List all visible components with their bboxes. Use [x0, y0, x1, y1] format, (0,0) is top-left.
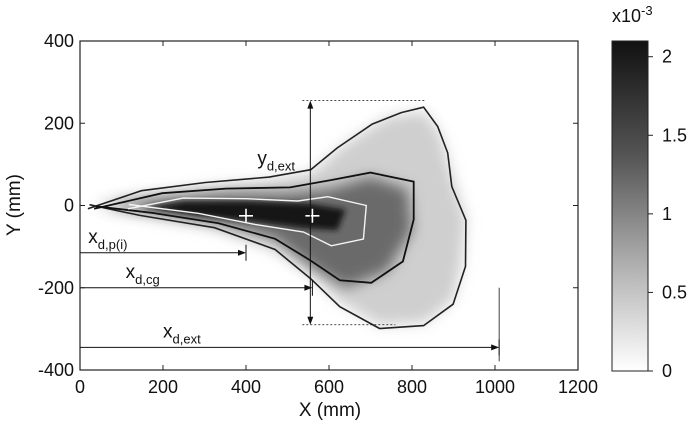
x-tick-label: 600: [314, 377, 344, 397]
colorbar-tick-label: 1: [662, 204, 672, 224]
y-axis-label: Y (mm): [4, 174, 25, 236]
y-tick-label: 400: [44, 31, 74, 51]
x-pi-label-subscript: d,p(i): [98, 237, 128, 252]
x-cg-arrowhead: [304, 284, 313, 291]
y-ext-label-base: y: [257, 148, 267, 169]
x-ext-label-base: x: [163, 321, 173, 342]
x-tick-label: 1000: [475, 377, 515, 397]
y-axis-ticks: 400 200 0 -200 -400: [38, 31, 578, 380]
colorbar-tick-label: 0: [662, 361, 672, 381]
colorbar-tick-label: 0.5: [662, 282, 687, 302]
colorbar-tick-label: 1.5: [662, 125, 687, 145]
x-pi-label: xd,p(i): [88, 227, 127, 252]
x-cg-label-subscript: d,cg: [135, 272, 160, 287]
x-ext-arrowhead: [491, 344, 500, 351]
y-ext-arrowhead-top: [307, 100, 314, 109]
x-tick-label: 0: [75, 377, 85, 397]
centroid-markers: [239, 208, 320, 223]
x-pi-arrowhead: [238, 249, 246, 256]
colorbar-exponent: x10-3: [612, 3, 653, 26]
colorbar: [611, 40, 649, 372]
centroid-marker: [305, 208, 320, 223]
x-tick-label: 800: [397, 377, 427, 397]
x-tick-label: 400: [231, 377, 261, 397]
y-tick-label: 200: [44, 113, 74, 133]
y-ext-label: yd,ext: [257, 148, 295, 173]
x-ext-label: xd,ext: [163, 321, 201, 346]
y-tick-label: -200: [38, 278, 74, 298]
colorbar-ticks: 2 1.5 1 0.5 0: [648, 47, 687, 381]
x-ext-label-subscript: d,ext: [173, 331, 202, 346]
x-pi-label-base: x: [88, 227, 98, 248]
y-tick-label: -400: [38, 360, 74, 380]
x-cg-label-base: x: [126, 262, 136, 283]
x-cg-label: xd,cg: [126, 262, 160, 287]
x-axis-label: X (mm): [299, 400, 361, 421]
x-tick-label: 1200: [558, 377, 598, 397]
y-ext-arrowhead-bottom: [307, 316, 314, 325]
centroid-marker: [239, 208, 253, 223]
colorbar-tick-label: 2: [662, 47, 672, 67]
contour-outer: [87, 106, 467, 330]
y-tick-label: 0: [64, 196, 74, 216]
x-axis-ticks: 0 200 400 600 800 1000 1200: [75, 41, 598, 397]
x-tick-label: 200: [148, 377, 178, 397]
y-ext-label-subscript: d,ext: [267, 158, 296, 173]
contour-mid: [93, 171, 415, 284]
